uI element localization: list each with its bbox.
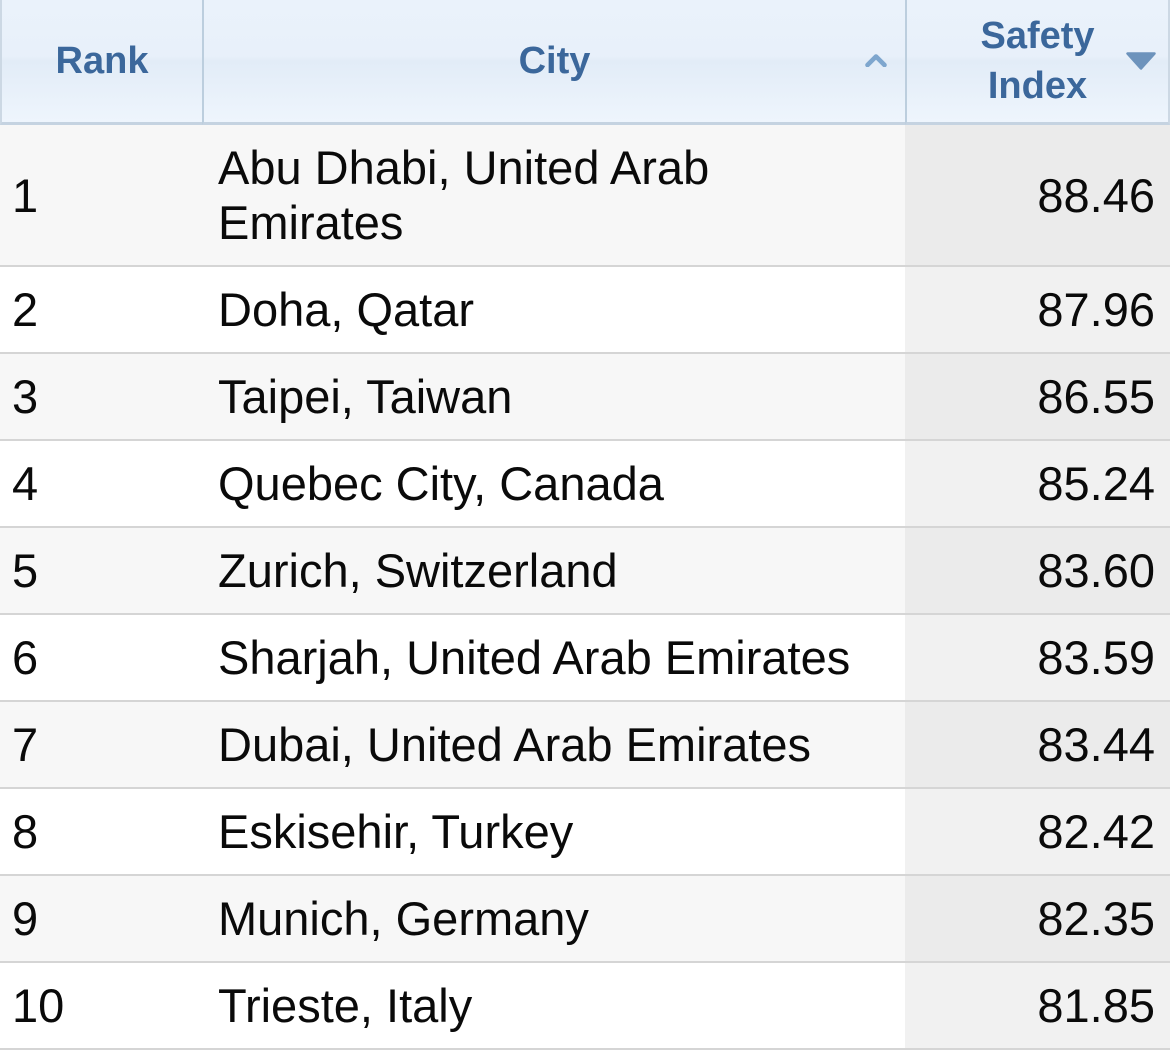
safety-index-cell: 85.24	[905, 441, 1170, 528]
city-cell: Trieste, Italy	[202, 963, 905, 1050]
rank-cell: 9	[0, 876, 202, 963]
table-row: 3 Taipei, Taiwan 86.55	[0, 354, 1170, 441]
table-row: 9 Munich, Germany 82.35	[0, 876, 1170, 963]
column-header-city[interactable]: City	[202, 0, 905, 125]
column-header-safety-index[interactable]: Safety Index	[905, 0, 1170, 125]
table-header: Rank City Safety Index	[0, 0, 1170, 125]
rank-cell: 6	[0, 615, 202, 702]
rank-cell: 5	[0, 528, 202, 615]
triangle-down-icon	[1126, 52, 1156, 70]
safety-index-cell: 83.60	[905, 528, 1170, 615]
city-cell: Dubai, United Arab Emirates	[202, 702, 905, 789]
rank-header-label: Rank	[55, 40, 149, 82]
city-header-label: City	[518, 40, 591, 82]
rank-cell: 10	[0, 963, 202, 1050]
city-cell: Sharjah, United Arab Emirates	[202, 615, 905, 702]
table-body: 1 Abu Dhabi, United Arab Emirates 88.46 2 Do…	[0, 125, 1170, 1050]
table-row: 6 Sharjah, United Arab Emirates 83.59	[0, 615, 1170, 702]
rank-cell: 8	[0, 789, 202, 876]
city-cell: Doha, Qatar	[202, 267, 905, 354]
table-row: 2 Doha, Qatar 87.96	[0, 267, 1170, 354]
city-cell: Taipei, Taiwan	[202, 354, 905, 441]
rank-cell: 7	[0, 702, 202, 789]
safety-index-cell: 88.46	[905, 125, 1170, 267]
safety-index-cell: 86.55	[905, 354, 1170, 441]
city-cell: Munich, Germany	[202, 876, 905, 963]
table-header-row: Rank City Safety Index	[0, 0, 1170, 125]
table-row: 8 Eskisehir, Turkey 82.42	[0, 789, 1170, 876]
safety-index-cell: 81.85	[905, 963, 1170, 1050]
chevron-up-icon	[865, 54, 887, 67]
rank-cell: 3	[0, 354, 202, 441]
table-row: 5 Zurich, Switzerland 83.60	[0, 528, 1170, 615]
column-header-rank[interactable]: Rank	[0, 0, 202, 125]
city-cell: Eskisehir, Turkey	[202, 789, 905, 876]
table-row: 7 Dubai, United Arab Emirates 83.44	[0, 702, 1170, 789]
safety-index-header-label: Safety Index	[980, 15, 1095, 107]
safety-index-cell: 83.59	[905, 615, 1170, 702]
table-row: 4 Quebec City, Canada 85.24	[0, 441, 1170, 528]
safety-index-cell: 82.42	[905, 789, 1170, 876]
rank-cell: 1	[0, 125, 202, 267]
rank-cell: 2	[0, 267, 202, 354]
table-row: 10 Trieste, Italy 81.85	[0, 963, 1170, 1050]
city-cell: Quebec City, Canada	[202, 441, 905, 528]
table-row: 1 Abu Dhabi, United Arab Emirates 88.46	[0, 125, 1170, 267]
city-cell: Abu Dhabi, United Arab Emirates	[202, 125, 905, 267]
safety-index-cell: 83.44	[905, 702, 1170, 789]
rank-cell: 4	[0, 441, 202, 528]
city-cell: Zurich, Switzerland	[202, 528, 905, 615]
safety-index-cell: 82.35	[905, 876, 1170, 963]
safety-index-cell: 87.96	[905, 267, 1170, 354]
